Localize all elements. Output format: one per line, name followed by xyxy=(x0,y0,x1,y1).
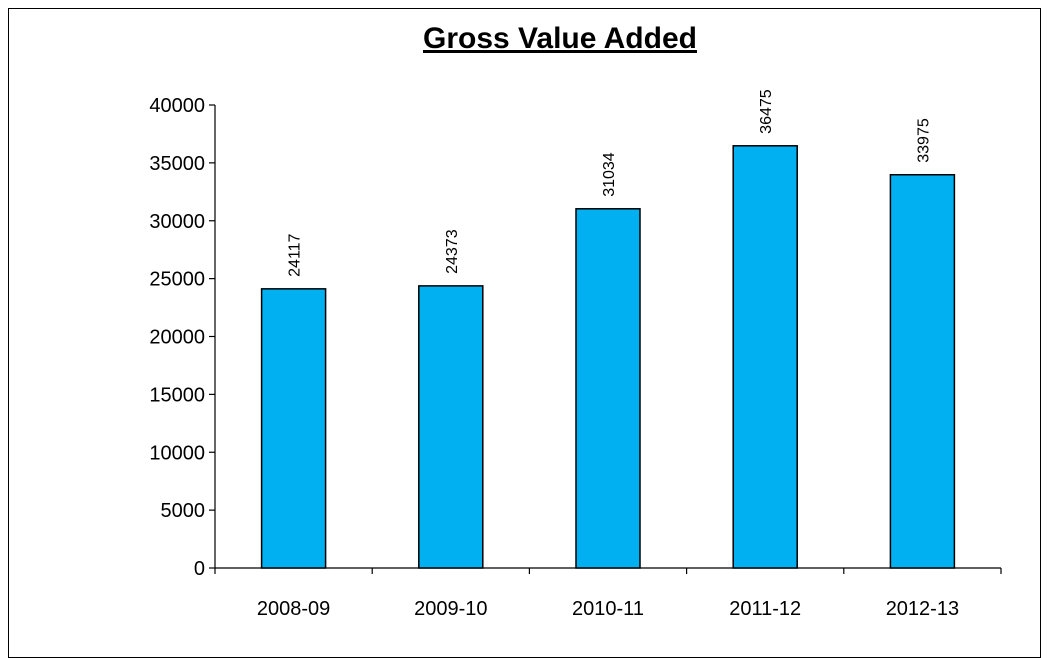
y-axis: 0 5000 10000 15000 20000 25000 30000 35000 40000 xyxy=(149,95,216,580)
y-tick-label: 30000 xyxy=(149,211,205,233)
bar xyxy=(889,173,956,569)
y-tick-label: 0 xyxy=(194,558,205,580)
y-tick-label: 15000 xyxy=(149,384,205,406)
y-tick-label: 25000 xyxy=(149,269,205,291)
x-tick-label: 2008-09 xyxy=(257,598,330,620)
data-label: 31034 xyxy=(601,152,618,197)
x-tick-label: 2011-12 xyxy=(729,598,801,620)
data-label: 24117 xyxy=(287,233,304,276)
bar xyxy=(260,288,327,569)
bar xyxy=(575,208,641,569)
y-tick-label: 35000 xyxy=(149,153,205,175)
data-label: 33975 xyxy=(915,118,932,163)
data-label: 24373 xyxy=(444,229,461,274)
bar xyxy=(418,285,484,569)
data-label: 36475 xyxy=(758,89,775,134)
y-tick-label: 5000 xyxy=(161,500,206,522)
data-labels: 24117 24373 31034 36475 33975 xyxy=(287,89,933,277)
y-tick-label: 10000 xyxy=(149,442,205,464)
x-tick-label: 2010-11 xyxy=(572,598,644,620)
x-tick-label: 2012-13 xyxy=(886,598,959,620)
bar xyxy=(732,145,798,569)
y-tick-label: 20000 xyxy=(149,327,205,349)
chart-title: Gross Value Added xyxy=(423,22,697,55)
x-axis: 2008-09 2009-10 2010-11 2011-12 2012-13 xyxy=(214,567,1002,620)
bars xyxy=(260,145,956,569)
x-tick-label: 2009-10 xyxy=(414,598,487,620)
y-tick-label: 40000 xyxy=(149,95,205,117)
